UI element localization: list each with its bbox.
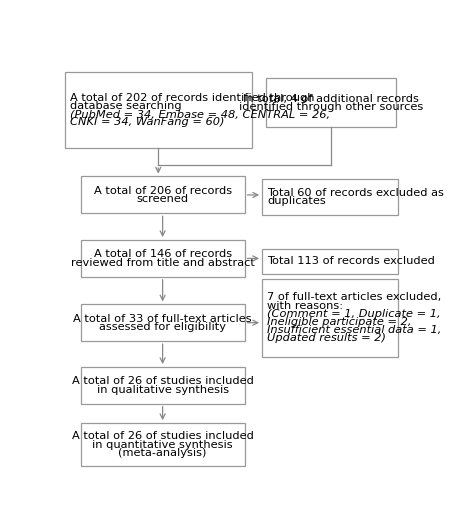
Text: reviewed from title and abstract: reviewed from title and abstract (71, 257, 255, 268)
Text: (Comment = 1, Duplicate = 1,: (Comment = 1, Duplicate = 1, (267, 309, 441, 319)
Text: assessed for eligibility: assessed for eligibility (99, 322, 226, 332)
Text: Total 113 of records excluded: Total 113 of records excluded (267, 256, 435, 267)
Bar (262, 179, 398, 215)
Text: In total, 4 of additional records: In total, 4 of additional records (243, 94, 419, 104)
Bar (65, 72, 252, 148)
Bar (81, 304, 245, 341)
Bar (81, 240, 245, 277)
Text: A total of 146 of records: A total of 146 of records (94, 250, 232, 259)
Text: Ineligible participate = 2,: Ineligible participate = 2, (267, 317, 412, 327)
Text: in qualitative synthesis: in qualitative synthesis (97, 385, 229, 395)
Text: with reasons:: with reasons: (267, 301, 343, 311)
Text: duplicates: duplicates (267, 196, 326, 206)
Text: Updated results = 2): Updated results = 2) (267, 334, 386, 343)
Text: A total of 26 of studies included: A total of 26 of studies included (72, 376, 253, 386)
Text: A total of 206 of records: A total of 206 of records (94, 186, 232, 196)
Text: in quantitative synthesis: in quantitative synthesis (92, 439, 233, 450)
Text: A total of 33 of full-text articles: A total of 33 of full-text articles (73, 314, 252, 323)
Bar (81, 423, 245, 466)
Text: A total of 202 of records identified through: A total of 202 of records identified thr… (70, 93, 315, 103)
Text: (PubMed = 34, Embase = 48, CENTRAL = 26,: (PubMed = 34, Embase = 48, CENTRAL = 26, (70, 109, 330, 119)
Text: CNKI = 34, WanFang = 60): CNKI = 34, WanFang = 60) (70, 117, 225, 127)
Text: identified through other sources: identified through other sources (239, 102, 423, 112)
Text: screened: screened (136, 194, 189, 204)
Text: (meta-analysis): (meta-analysis) (118, 448, 207, 458)
Bar (262, 279, 398, 357)
Bar (81, 367, 245, 404)
Bar (266, 78, 396, 127)
Bar (262, 249, 398, 273)
Text: Insufficient essential data = 1,: Insufficient essential data = 1, (267, 325, 441, 335)
Text: A total of 26 of studies included: A total of 26 of studies included (72, 431, 253, 442)
Text: Total 60 of records excluded as: Total 60 of records excluded as (267, 188, 444, 198)
Bar (81, 177, 245, 213)
Text: database searching: database searching (70, 101, 182, 111)
Text: 7 of full-text articles excluded,: 7 of full-text articles excluded, (267, 293, 441, 302)
